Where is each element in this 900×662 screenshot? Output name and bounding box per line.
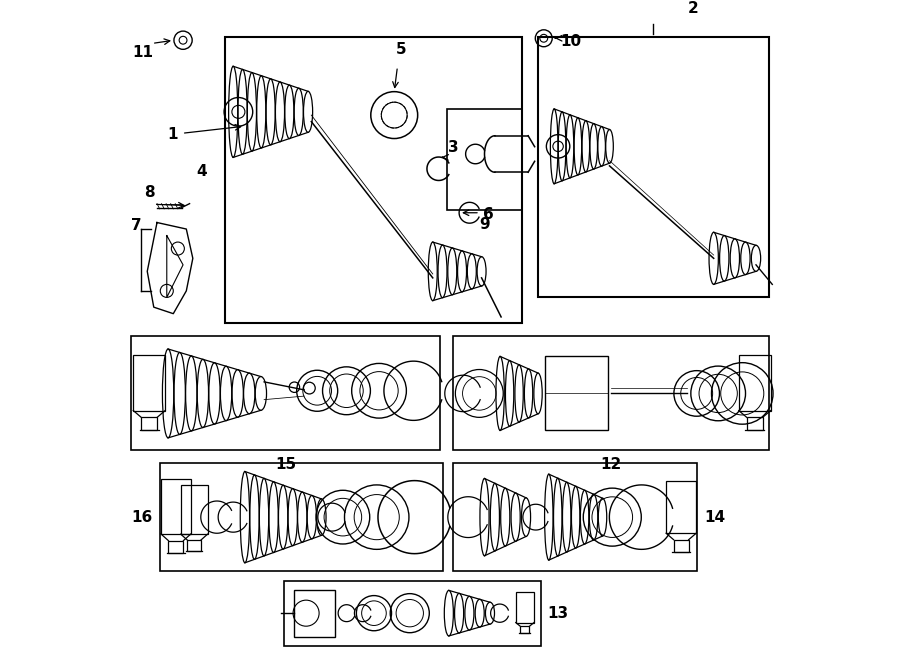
Bar bbox=[454, 336, 769, 450]
Bar bbox=[520, 626, 529, 634]
Text: 6: 6 bbox=[482, 207, 493, 222]
Text: 8: 8 bbox=[144, 185, 155, 200]
Text: 14: 14 bbox=[704, 510, 725, 525]
Bar bbox=[538, 37, 769, 297]
Bar bbox=[293, 590, 335, 637]
Bar bbox=[161, 479, 191, 534]
Text: 12: 12 bbox=[600, 457, 622, 472]
Bar bbox=[673, 540, 689, 552]
Bar bbox=[160, 463, 444, 571]
Bar bbox=[446, 109, 522, 209]
Bar bbox=[544, 356, 608, 430]
Text: 16: 16 bbox=[131, 510, 152, 525]
Text: 13: 13 bbox=[548, 606, 569, 621]
Bar bbox=[739, 355, 770, 410]
Bar bbox=[225, 37, 522, 324]
Bar bbox=[141, 417, 158, 430]
Text: 11: 11 bbox=[132, 45, 153, 60]
Bar bbox=[187, 540, 201, 551]
Bar bbox=[168, 541, 184, 553]
Text: 4: 4 bbox=[196, 164, 207, 179]
Text: 3: 3 bbox=[447, 140, 458, 155]
Bar bbox=[181, 485, 208, 534]
Bar bbox=[516, 592, 534, 622]
Bar bbox=[131, 336, 440, 450]
Bar bbox=[747, 417, 762, 430]
Text: 7: 7 bbox=[131, 218, 141, 233]
Text: 10: 10 bbox=[560, 34, 581, 49]
Text: 1: 1 bbox=[167, 127, 178, 142]
Bar bbox=[666, 481, 697, 534]
Text: 5: 5 bbox=[395, 42, 406, 57]
Text: 9: 9 bbox=[479, 217, 490, 232]
Bar bbox=[133, 355, 166, 410]
Text: 2: 2 bbox=[688, 1, 699, 16]
Text: 15: 15 bbox=[275, 457, 296, 472]
Bar bbox=[284, 581, 541, 645]
Bar bbox=[454, 463, 698, 571]
